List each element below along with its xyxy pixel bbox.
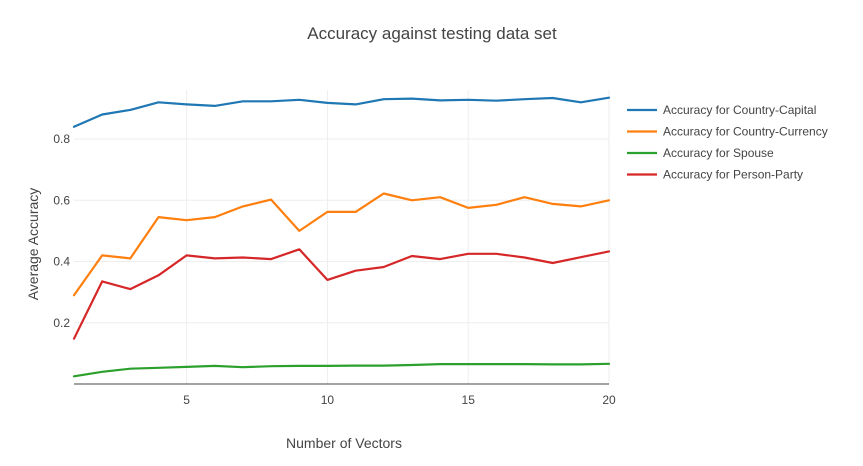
y-axis-ticks: 0.2 0.4 0.6 0.8 bbox=[53, 132, 70, 330]
series-lines bbox=[72, 96, 611, 378]
legend-item[interactable]: Accuracy for Spouse bbox=[627, 146, 774, 160]
legend[interactable]: Accuracy for Country-Capital Accuracy for… bbox=[627, 103, 828, 182]
series-line-1 bbox=[72, 96, 611, 128]
x-tick-label: 20 bbox=[602, 393, 616, 407]
y-tick-label: 0.2 bbox=[53, 316, 70, 330]
legend-item[interactable]: Accuracy for Country-Capital bbox=[627, 103, 816, 117]
chart-title: Accuracy against testing data set bbox=[307, 24, 557, 43]
legend-item[interactable]: Accuracy for Person-Party bbox=[627, 168, 803, 182]
series-line-4 bbox=[72, 248, 611, 340]
legend-label: Accuracy for Country-Currency bbox=[663, 125, 828, 139]
x-tick-label: 15 bbox=[462, 393, 476, 407]
x-axis-ticks: 5 10 15 20 bbox=[183, 393, 616, 407]
y-axis-title: Average Accuracy bbox=[25, 188, 41, 301]
y-tick-label: 0.6 bbox=[53, 193, 70, 207]
legend-item[interactable]: Accuracy for Country-Currency bbox=[627, 125, 828, 139]
legend-label: Accuracy for Spouse bbox=[663, 146, 774, 160]
series-line-3 bbox=[72, 362, 611, 378]
legend-label: Accuracy for Country-Capital bbox=[663, 103, 816, 117]
x-tick-label: 5 bbox=[183, 393, 190, 407]
x-axis-title: Number of Vectors bbox=[286, 435, 402, 451]
series-line-2 bbox=[72, 192, 611, 297]
legend-label: Accuracy for Person-Party bbox=[663, 168, 803, 182]
x-tick-label: 10 bbox=[321, 393, 335, 407]
y-tick-label: 0.8 bbox=[53, 132, 70, 146]
grid bbox=[74, 90, 610, 384]
y-tick-label: 0.4 bbox=[53, 255, 70, 269]
